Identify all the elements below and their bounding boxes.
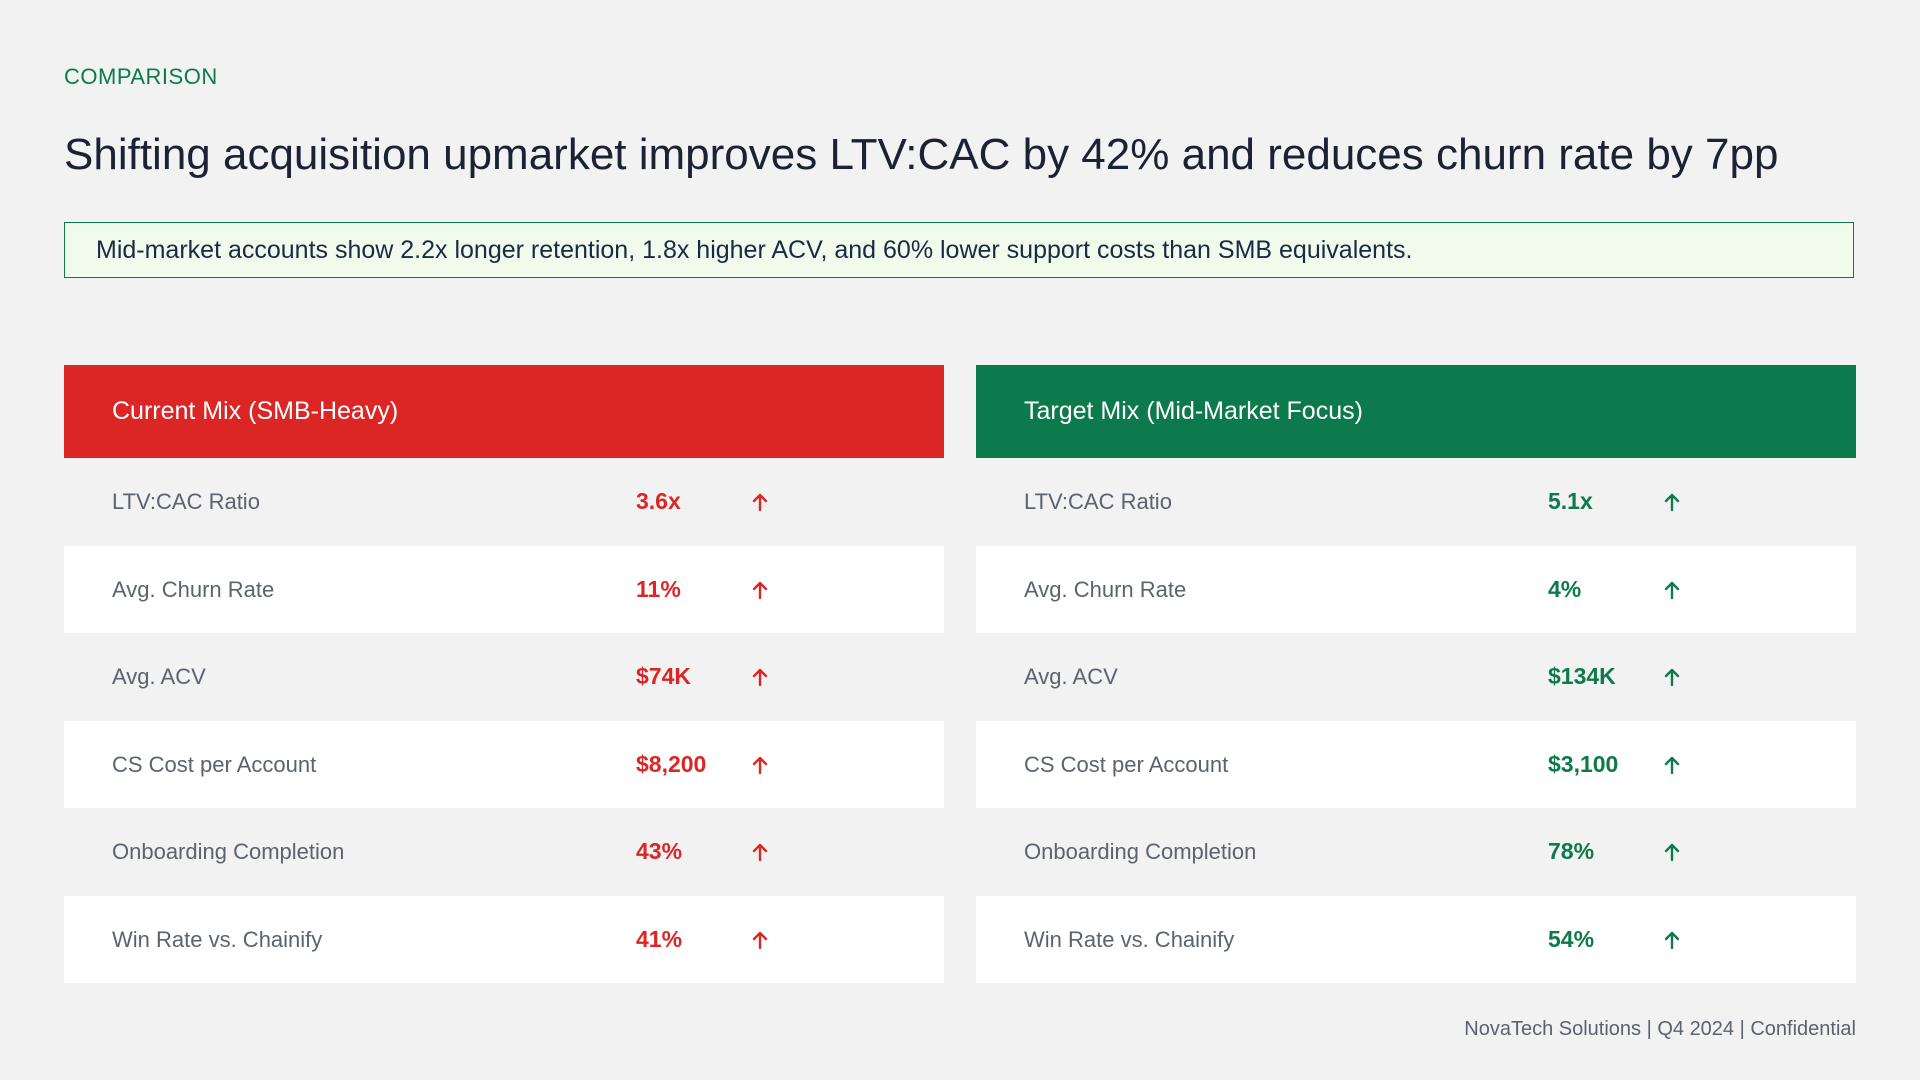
arrow-up <box>752 843 768 862</box>
metric-row: Avg. ACV $134K <box>976 633 1856 721</box>
arrow-up <box>752 756 768 774</box>
metric-label: CS Cost per Account <box>112 751 317 777</box>
metric-row: LTV:CAC Ratio 3.6x <box>64 458 944 546</box>
arrow-icon <box>752 667 768 692</box>
metric-label: Avg. ACV <box>1024 664 1118 689</box>
metric-row: Avg. Churn Rate 11% <box>64 545 944 633</box>
metric-row: CS Cost per Account $3,100 <box>976 720 1856 808</box>
metric-value: $3,100 <box>1548 750 1619 777</box>
arrow-icon <box>752 755 768 780</box>
panel-header: Target Mix (Mid-Market Focus) <box>976 365 1856 458</box>
arrow-icon <box>752 930 768 955</box>
arrow-icon <box>1664 755 1680 780</box>
comparison-panel: Target Mix (Mid-Market Focus) LTV:CAC Rat… <box>976 365 1856 983</box>
metric-value: 3.6x <box>636 488 681 514</box>
arrow-up <box>752 493 768 512</box>
metric-row: Avg. ACV $74K <box>64 633 944 721</box>
metric-label: Onboarding Completion <box>112 839 345 864</box>
arrow-icon <box>1664 667 1680 692</box>
metric-label: LTV:CAC Ratio <box>1024 489 1172 514</box>
arrow-icon <box>752 842 768 867</box>
arrow-icon <box>752 580 768 605</box>
arrow-icon <box>1664 580 1680 605</box>
comparison-panel: Current Mix (SMB-Heavy) LTV:CAC Ratio 3.6x… <box>64 365 944 983</box>
metric-row: Avg. Churn Rate 4% <box>976 545 1856 633</box>
metric-value: 78% <box>1548 838 1595 864</box>
slide-title: Shifting acquisition upmarket improves L… <box>64 130 1779 179</box>
callout: Mid-market accounts show 2.2x longer ret… <box>64 222 1854 278</box>
metric-label: Avg. Churn Rate <box>1024 576 1187 602</box>
arrow-up <box>752 581 768 599</box>
arrow-up <box>1664 756 1680 774</box>
metric-row: Win Rate vs. Chainify 41% <box>64 895 944 983</box>
metric-value: 11% <box>636 575 681 602</box>
metric-value: 4% <box>1548 575 1582 602</box>
metric-value: 43% <box>636 838 683 864</box>
eyebrow: COMPARISON <box>64 64 218 89</box>
arrow-icon <box>752 492 768 517</box>
metric-label: CS Cost per Account <box>1024 751 1229 777</box>
metric-value: $74K <box>636 663 691 689</box>
metric-label: Win Rate vs. Chainify <box>1024 926 1235 952</box>
arrow-up <box>1664 668 1680 687</box>
metric-value: 41% <box>636 925 683 952</box>
metric-row: LTV:CAC Ratio 5.1x <box>976 458 1856 546</box>
arrow-up <box>1664 581 1680 599</box>
arrow-up <box>1664 931 1680 949</box>
metric-value: $134K <box>1548 663 1616 689</box>
metric-label: Win Rate vs. Chainify <box>112 926 323 952</box>
arrow-up <box>752 668 768 687</box>
arrow-icon <box>1664 930 1680 955</box>
metric-row: Win Rate vs. Chainify 54% <box>976 895 1856 983</box>
metric-value: $8,200 <box>636 750 707 777</box>
arrow-up <box>752 931 768 949</box>
metric-label: Onboarding Completion <box>1024 839 1257 864</box>
metric-value: 5.1x <box>1548 488 1593 514</box>
panel-header: Current Mix (SMB-Heavy) <box>64 365 944 458</box>
metric-label: LTV:CAC Ratio <box>112 489 260 514</box>
metric-label: Avg. ACV <box>112 664 206 689</box>
arrow-up <box>1664 493 1680 512</box>
arrow-up <box>1664 843 1680 862</box>
arrow-icon <box>1664 492 1680 517</box>
metric-value: 54% <box>1548 925 1595 952</box>
arrow-icon <box>1664 842 1680 867</box>
footer: NovaTech Solutions | Q4 2024 | Confident… <box>1464 1018 1856 1040</box>
metric-row: Onboarding Completion 43% <box>64 808 944 896</box>
metric-label: Avg. Churn Rate <box>112 576 275 602</box>
metric-row: Onboarding Completion 78% <box>976 808 1856 896</box>
metric-row: CS Cost per Account $8,200 <box>64 720 944 808</box>
